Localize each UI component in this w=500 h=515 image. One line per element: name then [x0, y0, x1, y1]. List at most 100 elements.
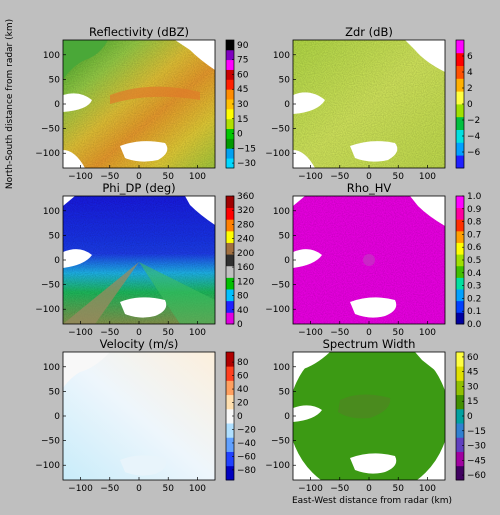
colorbar-segment [226, 69, 234, 80]
colorbar-segment [456, 423, 464, 438]
axes-1: −100 −50 0 50 100 −100 −50 0 50 100 [265, 51, 436, 182]
y-tick-label: −50 [271, 125, 290, 135]
colorbar-segment [456, 78, 464, 92]
colorbar-tick-label: 0.5 [467, 256, 481, 266]
x-tick-label: −50 [330, 172, 349, 182]
x-tick-label: −100 [298, 484, 323, 494]
colorbar-segment [226, 423, 234, 438]
panel-title: Rho_HV [347, 181, 392, 195]
colorbar-segment [226, 242, 234, 255]
panel-zdr: Zdr (dB) [292, 25, 446, 169]
colorbar-tick-label: −15 [237, 144, 256, 154]
colorbar-segment [226, 49, 234, 61]
colorbar-segment [226, 40, 234, 51]
colorbar-tick-label: −60 [237, 452, 256, 462]
figure-ylabel: North-South distance from radar (km) [5, 19, 15, 189]
y-tick-label: 50 [49, 231, 61, 241]
colorbar-4: 80 60 40 20 0 −20 −40 −60 −80 [225, 351, 256, 481]
colorbar-tick-label: 120 [237, 277, 254, 287]
colorbar-3: 1.0 0.9 0.8 0.7 0.6 0.5 0.4 0.3 0.2 0.1 0.0 [455, 192, 482, 330]
x-tick-label: 100 [189, 172, 206, 182]
colorbar-segment [456, 437, 464, 452]
colorbar-tick-label: 45 [237, 85, 248, 95]
colorbar-tick-label: −15 [467, 427, 486, 437]
colorbar-tick-label: −40 [237, 439, 256, 449]
x-tick-label: −50 [100, 328, 119, 338]
colorbar-tick-label: 40 [237, 306, 249, 316]
x-tick-label: 100 [189, 484, 206, 494]
y-tick-label: −100 [265, 149, 290, 159]
colorbar-tick-label: 280 [237, 220, 254, 230]
colorbar-0: 90 75 60 45 30 15 0 −15 −30 [225, 39, 256, 169]
colorbar-tick-label: 0.1 [467, 307, 481, 317]
colorbar-tick-label: −20 [237, 425, 256, 435]
x-tick-label: −50 [100, 484, 119, 494]
colorbar-tick-label: 0 [237, 130, 243, 140]
colorbar-segment [456, 65, 464, 79]
axes-5: −100 −50 0 50 100 −100 −50 0 50 100 [265, 363, 436, 494]
x-tick-label: 0 [136, 484, 142, 494]
colorbar-tick-label: 320 [237, 206, 254, 216]
x-tick-label: 0 [366, 484, 372, 494]
colorbar-tick-label: −30 [467, 442, 486, 452]
axes-3: −100 −50 0 50 100 −100 −50 0 50 100 [265, 207, 436, 338]
colorbar-segment [226, 312, 234, 325]
reflectivity-field [63, 40, 215, 168]
colorbar-tick-label: 0.7 [467, 230, 481, 240]
x-tick-label: −100 [68, 484, 93, 494]
colorbar-segment [456, 230, 464, 243]
colorbar-segment [456, 242, 464, 255]
x-tick-label: 50 [163, 172, 175, 182]
y-tick-label: 50 [49, 387, 61, 397]
colorbar-tick-label: −80 [237, 466, 256, 476]
colorbar-tick-label: 60 [237, 70, 249, 80]
x-tick-label: −50 [330, 328, 349, 338]
y-tick-label: 0 [54, 412, 60, 422]
velocity-field [63, 352, 215, 480]
colorbar-segment [226, 207, 234, 220]
x-tick-label: −50 [330, 484, 349, 494]
colorbar-tick-label: −60 [467, 471, 486, 481]
y-tick-label: −50 [41, 437, 60, 447]
colorbar-tick-label: 4 [467, 68, 473, 78]
colorbar-segment [226, 352, 234, 367]
colorbar-tick-label: 30 [467, 382, 479, 392]
colorbar-tick-label: 200 [237, 249, 254, 259]
colorbar-segment [226, 148, 234, 159]
colorbar-tick-label: 0 [467, 412, 473, 422]
axes-4: −100 −50 0 50 100 −100 −50 0 50 100 [35, 363, 206, 494]
x-tick-label: 50 [163, 328, 175, 338]
colorbar-segment [226, 219, 234, 232]
x-tick-label: −100 [298, 328, 323, 338]
colorbar-tick-label: 0 [237, 320, 243, 330]
axes-2: −100 −50 0 50 100 −100 −50 0 50 100 [35, 207, 206, 338]
panel-title: Phi_DP (deg) [102, 181, 175, 195]
y-tick-label: −50 [271, 437, 290, 447]
colorbar-tick-label: 0.9 [467, 205, 482, 215]
colorbar-segment [456, 380, 464, 396]
colorbar-tick-label: 6 [467, 52, 473, 62]
colorbar-frame [225, 195, 235, 325]
colorbar-segment [456, 116, 464, 130]
colorbar-5: 60 45 30 15 0 −15 −30 −45 −60 [455, 351, 486, 481]
colorbar-segment [226, 158, 234, 169]
panel-phi-dp: Phi_DP (deg) [62, 181, 216, 325]
colorbar-tick-label: −30 [237, 159, 256, 169]
colorbar-tick-label: 2 [467, 84, 473, 94]
colorbar-segment [456, 129, 464, 143]
colorbar-2: 360 320 280 240 200 160 120 80 40 0 [225, 192, 254, 330]
y-tick-label: 100 [43, 207, 60, 217]
x-tick-label: 100 [419, 484, 436, 494]
x-tick-label: −50 [100, 172, 119, 182]
y-tick-label: 100 [43, 51, 60, 61]
colorbar-segment [456, 366, 464, 381]
colorbar-segment [456, 155, 464, 169]
spectrum-width-field [293, 352, 445, 480]
colorbar-tick-label: 90 [237, 41, 249, 51]
x-tick-label: 50 [393, 484, 405, 494]
colorbar-tick-label: 0.3 [467, 282, 481, 292]
colorbar-tick-label: 60 [467, 353, 479, 363]
x-tick-label: 100 [419, 328, 436, 338]
y-tick-label: 0 [284, 100, 290, 110]
